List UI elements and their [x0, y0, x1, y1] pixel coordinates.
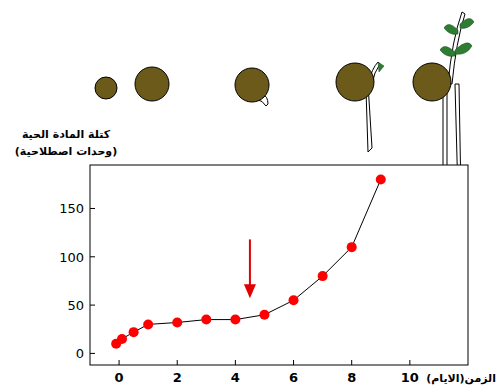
x-tick-label: 6 [289, 370, 298, 385]
x-tick [351, 360, 352, 365]
leaf [460, 18, 474, 28]
data-point [201, 315, 211, 325]
x-tick [409, 360, 410, 365]
y-tick-label: 0 [76, 346, 84, 361]
seed [95, 77, 117, 99]
seed [235, 68, 269, 102]
arrow-shaft [249, 239, 251, 286]
y-tick [90, 256, 95, 257]
data-line [116, 179, 381, 343]
data-point [172, 317, 182, 327]
data-point [259, 310, 269, 320]
x-tick [119, 360, 120, 365]
leaf [455, 43, 472, 55]
x-axis-label: الزمن(الايام) [426, 372, 496, 385]
y-axis-label: (وحدات اصطلاحية) [15, 145, 117, 158]
data-layer [111, 174, 386, 348]
data-point [376, 174, 386, 184]
x-tick-label: 2 [173, 370, 182, 385]
x-tick-label: 4 [231, 370, 240, 385]
data-point [129, 327, 139, 337]
y-tick [90, 208, 95, 209]
x-tick [177, 360, 178, 365]
leaf [444, 24, 458, 34]
x-tick [235, 360, 236, 365]
arrow-head [244, 284, 256, 298]
data-point [230, 315, 240, 325]
seed [135, 67, 169, 101]
x-tick-label: 10 [401, 370, 419, 385]
leaf [378, 62, 384, 72]
x-tick-label: 8 [347, 370, 356, 385]
data-point [318, 271, 328, 281]
y-tick [90, 305, 95, 306]
axes: 0 50 100 150 0 2 4 6 8 10 [59, 201, 419, 385]
plot-frame [90, 165, 468, 365]
data-point [117, 334, 127, 344]
x-tick [293, 360, 294, 365]
y-tick [90, 353, 95, 354]
y-tick-label: 50 [67, 298, 84, 313]
seed [413, 63, 451, 101]
y-tick-label: 150 [59, 201, 84, 216]
annotation-arrow [244, 239, 256, 298]
data-point [143, 319, 153, 329]
chart: 0 50 100 150 0 2 4 6 8 10 كتلة المادة الحية (وحدات … [0, 0, 500, 385]
chart-root: 0 50 100 150 0 2 4 6 8 10 كتلة المادة الحية (وحدات … [0, 0, 500, 385]
seed [336, 63, 374, 101]
y-axis-label: كتلة المادة الحية [22, 128, 111, 141]
leaf [440, 46, 455, 56]
data-point [289, 295, 299, 305]
data-point [347, 242, 357, 252]
x-tick-label: 0 [115, 370, 124, 385]
y-tick-label: 100 [59, 250, 84, 265]
